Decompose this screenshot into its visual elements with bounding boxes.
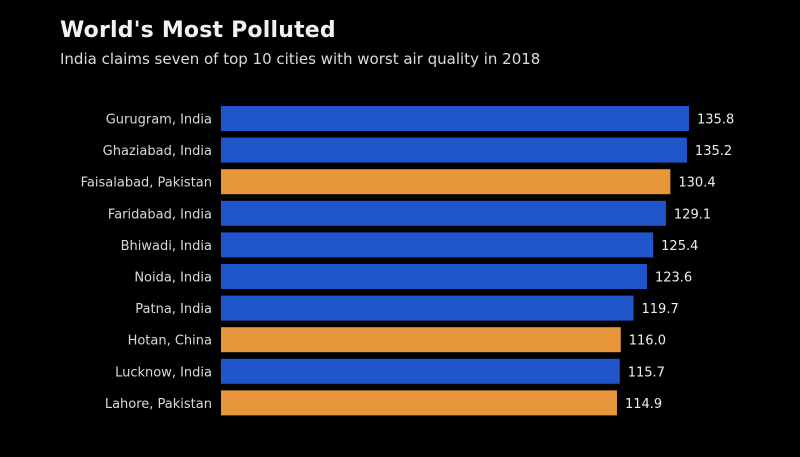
- category-label: Noida, India: [134, 271, 212, 286]
- value-label: 114.9: [625, 397, 662, 412]
- category-label: Hotan, China: [128, 334, 212, 349]
- value-label: 135.2: [695, 144, 732, 159]
- value-label: 119.7: [642, 302, 679, 317]
- value-label: 130.4: [678, 176, 715, 191]
- bar: [221, 106, 689, 131]
- category-label: Faridabad, India: [108, 207, 212, 222]
- bar: [221, 295, 634, 321]
- value-label: 116.0: [629, 334, 666, 349]
- bar: [221, 358, 620, 384]
- value-label: 125.4: [661, 239, 698, 254]
- category-label: Gurugram, India: [106, 113, 212, 128]
- bar: [221, 169, 671, 195]
- chart-title: World's Most Polluted: [60, 18, 336, 43]
- value-label: 123.6: [655, 271, 692, 286]
- value-label: 135.8: [697, 113, 734, 128]
- chart-subtitle: India claims seven of top 10 cities with…: [60, 50, 541, 68]
- bar: [221, 137, 687, 163]
- bar: [221, 200, 666, 226]
- value-label: 129.1: [674, 207, 711, 222]
- category-label: Ghaziabad, India: [103, 144, 212, 159]
- bar: [221, 390, 617, 416]
- category-label: Faisalabad, Pakistan: [81, 176, 212, 191]
- category-label: Bhiwadi, India: [121, 239, 212, 254]
- category-label: Lahore, Pakistan: [105, 397, 212, 412]
- value-label: 115.7: [628, 365, 665, 380]
- bar: [221, 232, 654, 258]
- category-label: Lucknow, India: [115, 365, 212, 380]
- category-label: Patna, India: [135, 302, 212, 317]
- bar: [221, 264, 647, 289]
- bar: [221, 327, 621, 353]
